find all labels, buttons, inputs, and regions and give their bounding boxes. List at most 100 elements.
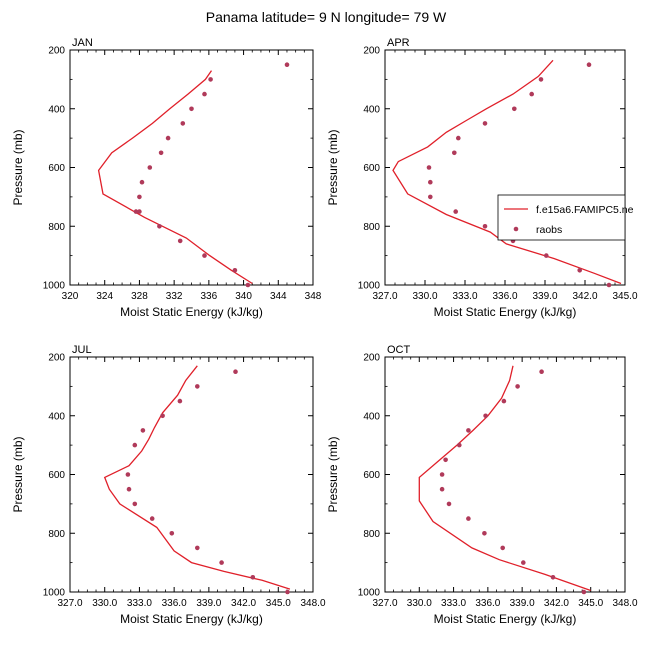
raobs-point [177, 238, 183, 244]
legend-marker-swatch [513, 226, 519, 232]
raobs-point [482, 531, 487, 536]
x-tick-label: 333.0 [441, 598, 466, 609]
x-tick-label: 336.0 [162, 598, 187, 609]
raobs-point [453, 209, 459, 214]
panel-title: APR [387, 37, 410, 49]
y-tick-label: 1000 [358, 281, 381, 292]
x-tick-label: 336.0 [475, 598, 500, 609]
raobs-point [202, 91, 207, 97]
x-tick-label: 320 [62, 291, 79, 302]
x-tick-label: 345.0 [578, 598, 603, 609]
x-tick-label: 340 [235, 291, 252, 302]
y-axis-label: Pressure (mb) [326, 129, 340, 205]
x-tick-label: 333.0 [127, 598, 152, 609]
raobs-point [245, 282, 251, 288]
x-tick-label: 348.0 [300, 598, 325, 609]
y-tick-label: 1000 [43, 281, 66, 292]
x-axis-label: Moist Static Energy (kJ/kg) [434, 305, 577, 319]
raobs-point [284, 62, 290, 67]
y-tick-label: 400 [363, 411, 380, 422]
raobs-point [500, 545, 506, 551]
raobs-point [428, 194, 433, 200]
x-tick-label: 327.0 [57, 598, 82, 609]
raobs-point [250, 575, 256, 580]
raobs-point [550, 575, 556, 580]
panel-title: OCT [387, 344, 411, 356]
x-tick-label: 339.0 [196, 598, 221, 609]
raobs-point [180, 121, 186, 126]
x-tick-label: 344 [270, 291, 287, 302]
raobs-point [426, 165, 432, 170]
x-tick-label: 336 [201, 291, 218, 302]
raobs-point [538, 77, 544, 82]
raobs-point [157, 224, 162, 229]
y-axis-label: Pressure (mb) [326, 436, 340, 512]
raobs-point [165, 135, 171, 141]
raobs-point [457, 442, 462, 448]
plot-frame [69, 356, 314, 593]
x-tick-label: 327.0 [372, 598, 397, 609]
raobs-point [132, 442, 138, 448]
raobs-point [189, 106, 194, 112]
raobs-point [456, 135, 461, 141]
panel-jul: JUL 327.0 330.0 333.0 336.0 339.0 342.0 345.0 34… [11, 344, 326, 626]
panel-oct: OCT 327.0 330.0 333.0 336.0 339.0 342.0 345.0 34… [326, 344, 638, 626]
raobs-point [195, 545, 200, 551]
raobs-point [125, 472, 131, 477]
y-tick-label: 400 [363, 104, 380, 115]
raobs-point [149, 516, 155, 521]
raobs-point [606, 282, 612, 288]
raobs-point [577, 268, 582, 273]
model-line [103, 365, 291, 590]
raobs-point [483, 413, 488, 419]
y-tick-label: 200 [48, 353, 65, 364]
raobs-point [139, 179, 145, 185]
raobs-point [233, 369, 238, 375]
x-tick-label: 348.0 [612, 598, 637, 609]
y-axis-label: Pressure (mb) [11, 129, 25, 205]
y-tick-label: 400 [48, 104, 65, 115]
legend-box [497, 194, 626, 241]
raobs-point [132, 501, 138, 507]
x-tick-label: 342.0 [544, 598, 569, 609]
x-tick-label: 336.0 [492, 291, 517, 302]
x-axis-label: Moist Static Energy (kJ/kg) [434, 612, 577, 626]
raobs-point [443, 457, 448, 463]
x-tick-label: 348 [305, 291, 322, 302]
x-tick-label: 342.0 [231, 598, 256, 609]
y-tick-label: 800 [48, 222, 65, 233]
raobs-point [208, 77, 213, 82]
y-tick-label: 600 [48, 163, 65, 174]
y-tick-label: 1000 [43, 588, 66, 599]
raobs-point [482, 224, 488, 229]
raobs-point [439, 472, 445, 477]
model-line [97, 70, 253, 285]
raobs-point [544, 253, 549, 258]
raobs-point [232, 268, 238, 273]
x-tick-label: 332 [166, 291, 183, 302]
legend-label: raobs [536, 224, 562, 236]
raobs-point [446, 501, 452, 507]
x-tick-label: 324 [96, 291, 113, 302]
y-tick-label: 800 [363, 529, 380, 540]
y-tick-label: 600 [363, 163, 380, 174]
raobs-point [466, 428, 471, 433]
y-tick-label: 600 [363, 470, 380, 481]
x-tick-label: 330.0 [407, 598, 432, 609]
raobs-point [466, 516, 471, 521]
raobs-point [539, 369, 544, 375]
raobs-point [177, 398, 183, 404]
raobs-point [452, 150, 457, 156]
raobs-point [482, 121, 488, 126]
x-tick-label: 333.0 [452, 291, 477, 302]
x-axis-label: Moist Static Energy (kJ/kg) [120, 612, 263, 626]
x-tick-label: 330.0 [92, 598, 117, 609]
raobs-point [158, 150, 164, 156]
panel-jan: JAN 320 324 328 332 336 340 344 348 200 400 600 800 1… [11, 37, 322, 319]
x-tick-label: 345.0 [612, 291, 637, 302]
x-tick-label: 330.0 [412, 291, 437, 302]
raobs-point [428, 179, 433, 185]
raobs-point [195, 384, 200, 389]
raobs-point [512, 106, 517, 112]
y-tick-label: 400 [48, 411, 65, 422]
